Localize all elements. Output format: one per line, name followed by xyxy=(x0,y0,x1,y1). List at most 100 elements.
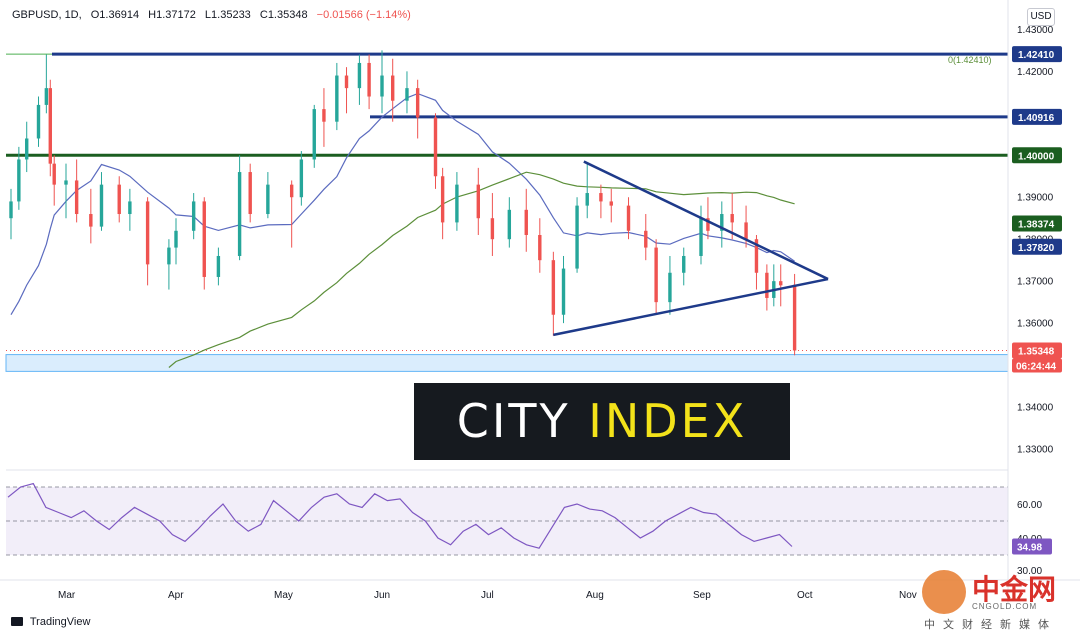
candle-body xyxy=(237,172,242,256)
triangle-upper-line xyxy=(583,160,829,281)
candle-body xyxy=(654,247,658,303)
price-tag-1.38374: 1.38374 xyxy=(1012,215,1062,232)
candle-body xyxy=(266,184,270,215)
price-tag-1.37820-box xyxy=(1012,238,1062,255)
y-tick-label: 1.39000 xyxy=(1017,193,1054,204)
x-tick-label: Mar xyxy=(58,590,76,601)
candle-body xyxy=(391,75,395,101)
candle-body xyxy=(74,180,79,215)
candle-body xyxy=(128,201,132,215)
fib-level-label: 0(1.42410) xyxy=(948,55,992,65)
candle-body xyxy=(765,272,769,298)
city-index-logo: CITY INDEX xyxy=(414,383,790,460)
level-tag-1.42410-text: 1.42410 xyxy=(1018,50,1055,61)
x-tick-label: Nov xyxy=(899,590,917,601)
candle-body xyxy=(52,163,56,185)
candle-body xyxy=(17,159,21,202)
level-tag-1.42410-box xyxy=(1012,46,1062,63)
candle-body xyxy=(538,235,542,261)
cngold-logo-icon xyxy=(922,570,966,614)
candle-body xyxy=(455,184,459,223)
level-tag-1.40000: 1.40000 xyxy=(1012,147,1062,164)
logo-city-text: CITY xyxy=(456,394,571,448)
high-value: H1.37172 xyxy=(148,9,196,21)
candle-body xyxy=(507,209,512,240)
level-tag-1.40000-text: 1.40000 xyxy=(1018,151,1055,162)
candle-body xyxy=(289,184,294,198)
candle-body xyxy=(335,75,339,122)
candle-body xyxy=(682,255,686,273)
candle-body xyxy=(48,88,52,164)
x-tick-label: Sep xyxy=(693,590,711,601)
level-tag-1.40916-box xyxy=(1012,108,1062,125)
candle-body xyxy=(561,268,566,315)
candle-body xyxy=(720,214,724,231)
logo-index-text: INDEX xyxy=(588,394,748,448)
candle-body xyxy=(216,255,221,277)
candle-body xyxy=(117,184,121,215)
level-tag-1.42410: 1.42410 xyxy=(1012,46,1062,63)
candle-body xyxy=(744,222,748,240)
open-value: O1.36914 xyxy=(90,9,140,21)
watermark-title: 中金网 xyxy=(972,573,1057,606)
price-tag-1.35348-text: 1.35348 xyxy=(1018,346,1055,357)
candle-body xyxy=(248,172,252,215)
y-tick-label: 1.43000 xyxy=(1017,25,1054,36)
candle-body xyxy=(706,218,710,231)
x-tick-label: May xyxy=(274,590,293,601)
countdown-tag: 06:24:44 xyxy=(1012,358,1062,373)
candle-body xyxy=(551,260,556,315)
watermark-url: CNGOLD.COM xyxy=(972,602,1038,611)
candle-body xyxy=(524,209,528,235)
symbol-legend: GBPUSD, 1D, O1.36914 H1.37172 L1.35233 C… xyxy=(12,9,417,21)
candle-body xyxy=(699,218,703,256)
countdown-box xyxy=(1012,358,1062,373)
y-tick-label: 1.36000 xyxy=(1017,319,1054,330)
candle-body xyxy=(415,88,420,118)
candle-body xyxy=(202,201,206,277)
currency-button[interactable]: USD xyxy=(1027,8,1055,26)
candle-body xyxy=(89,214,93,227)
level-tag-1.40000-box xyxy=(1012,147,1062,164)
candle-body xyxy=(754,239,759,273)
candle-body xyxy=(644,230,648,248)
candle-body xyxy=(357,62,362,89)
close-value: C1.35348 xyxy=(259,9,308,21)
candle-body xyxy=(44,88,49,105)
candle-body xyxy=(490,218,495,240)
rsi-value-box xyxy=(1012,538,1052,555)
y-tick-label: 1.33000 xyxy=(1017,445,1054,456)
tradingview-brand[interactable]: TradingView xyxy=(11,616,90,628)
candle-body xyxy=(779,281,783,286)
candle-body xyxy=(64,180,68,185)
rsi-y-tick-label: 30.00 xyxy=(1017,566,1042,577)
candle-body xyxy=(599,193,603,202)
ma-green-line xyxy=(168,171,795,368)
candle-body xyxy=(668,272,672,303)
candle-body xyxy=(344,75,349,89)
level-tag-1.40916-text: 1.40916 xyxy=(1018,113,1055,124)
candle-body xyxy=(609,201,613,206)
candle-body xyxy=(167,247,171,265)
price-tag-1.35348: 1.35348 xyxy=(1012,342,1062,359)
tradingview-label: TradingView xyxy=(29,616,91,628)
rsi-y-tick-label: 60.00 xyxy=(1017,500,1042,511)
candle-body xyxy=(36,104,41,139)
candle-body xyxy=(299,159,304,198)
candle-body xyxy=(9,201,13,219)
price-tag-1.35348-box xyxy=(1012,342,1062,359)
symbol-label[interactable]: GBPUSD, 1D, xyxy=(12,9,82,21)
candle-body xyxy=(433,117,438,177)
candle-body xyxy=(792,284,797,351)
x-tick-label: Apr xyxy=(168,590,184,601)
price-tag-1.38374-box xyxy=(1012,215,1062,232)
candle-body xyxy=(626,205,631,231)
y-tick-label: 1.37000 xyxy=(1017,277,1054,288)
y-tick-label: 1.34000 xyxy=(1017,403,1054,414)
candle-body xyxy=(191,201,196,231)
x-tick-label: Jun xyxy=(374,590,390,601)
countdown-text: 06:24:44 xyxy=(1016,361,1056,372)
level-tag-1.40916: 1.40916 xyxy=(1012,108,1062,125)
y-tick-label: 1.42000 xyxy=(1017,67,1054,78)
